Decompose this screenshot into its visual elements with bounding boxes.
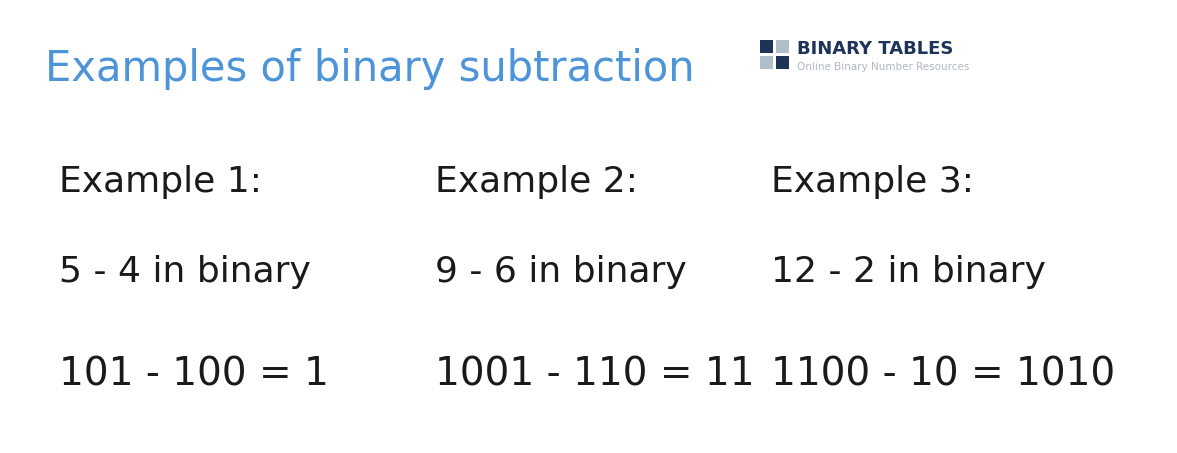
Text: Example 3:: Example 3: <box>771 165 973 199</box>
Text: 12 - 2 in binary: 12 - 2 in binary <box>771 255 1046 289</box>
Text: Example 2:: Example 2: <box>435 165 638 199</box>
Text: 101 - 100 = 1: 101 - 100 = 1 <box>59 355 328 393</box>
Text: Online Binary Number Resources: Online Binary Number Resources <box>797 62 970 72</box>
Text: 5 - 4 in binary: 5 - 4 in binary <box>59 255 311 289</box>
Text: 1100 - 10 = 1010: 1100 - 10 = 1010 <box>771 355 1115 393</box>
Text: Example 1:: Example 1: <box>59 165 261 199</box>
Text: Examples of binary subtraction: Examples of binary subtraction <box>45 48 694 90</box>
Text: BINARY TABLES: BINARY TABLES <box>797 40 953 58</box>
Text: 9 - 6 in binary: 9 - 6 in binary <box>435 255 687 289</box>
Text: 1001 - 110 = 11: 1001 - 110 = 11 <box>435 355 756 393</box>
